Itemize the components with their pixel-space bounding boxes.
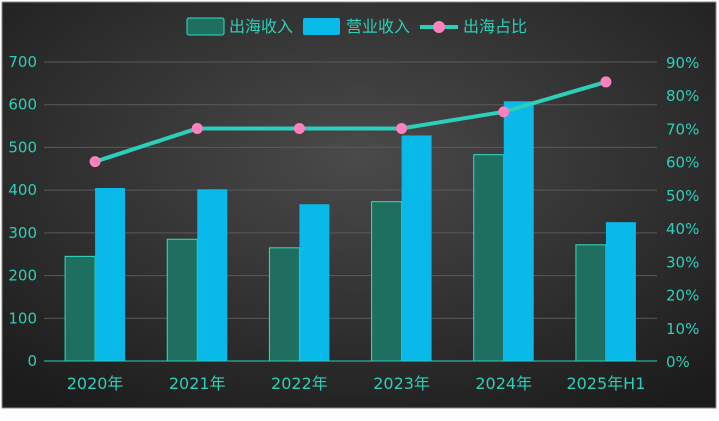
legend-label-export-revenue: 出海收入 [229, 17, 293, 36]
bar-export-revenue [64, 255, 96, 362]
axes: 0 100 200 300 400 500 600 700 0% 10% 20% 30% 40% 50% 6… [8, 53, 699, 393]
bar-total-revenue [299, 204, 330, 361]
y-tick-label: 300 [8, 224, 37, 242]
bar-export-revenue [268, 247, 300, 362]
legend-marker-ratio [433, 21, 445, 33]
ratio-line [89, 76, 612, 168]
y-tick-label: 400 [8, 181, 37, 199]
x-tick-label: 2023年 [373, 374, 430, 393]
gridlines [44, 61, 657, 319]
y-tick-label: 100 [8, 309, 37, 327]
x-tick-label: 2024年 [475, 374, 532, 393]
y-tick-label: 200 [8, 267, 37, 285]
bar-export-revenue [166, 238, 198, 362]
ratio-point [498, 106, 510, 118]
bar-total-revenue [401, 135, 432, 361]
y2-tick-label: 60% [666, 154, 699, 172]
legend-label-ratio: 出海占比 [463, 17, 527, 36]
y-tick-label: 700 [8, 53, 37, 71]
ratio-point [293, 122, 305, 134]
y2-tick-label: 80% [666, 87, 699, 105]
y2-tick-label: 10% [666, 320, 699, 338]
y-tick-label: 0 [27, 352, 37, 370]
y2-tick-label: 20% [666, 287, 699, 305]
bar-total-revenue [197, 189, 228, 361]
y2-tick-label: 50% [666, 187, 699, 205]
ratio-point [396, 122, 408, 134]
bar-total-revenue [503, 101, 534, 361]
x-tick-label: 2025年H1 [566, 374, 645, 393]
x-tick-label: 2022年 [271, 374, 328, 393]
y2-tick-label: 40% [666, 220, 699, 238]
x-tick-label: 2020年 [67, 374, 124, 393]
y2-tick-label: 90% [666, 54, 699, 72]
x-tick-label: 2021年 [169, 374, 226, 393]
y2-tick-label: 70% [666, 120, 699, 138]
legend-swatch-total-revenue [303, 18, 340, 35]
ratio-point [600, 76, 612, 88]
bar-total-revenue [605, 222, 636, 361]
bar-total-revenue [95, 188, 126, 361]
legend-label-total-revenue: 营业收入 [346, 17, 410, 36]
bar-export-revenue [575, 244, 607, 362]
legend: 出海收入 营业收入 出海占比 [186, 17, 527, 36]
bar-export-revenue [473, 154, 505, 362]
ratio-line-path [94, 80, 607, 164]
bar-export-revenue [371, 201, 403, 362]
y2-tick-label: 0% [666, 353, 690, 371]
y-tick-label: 500 [8, 138, 37, 156]
y-tick-label: 600 [8, 96, 37, 114]
ratio-point [191, 122, 203, 134]
y2-tick-label: 30% [666, 253, 699, 271]
ratio-point [89, 156, 101, 168]
legend-swatch-export-revenue [186, 17, 225, 36]
